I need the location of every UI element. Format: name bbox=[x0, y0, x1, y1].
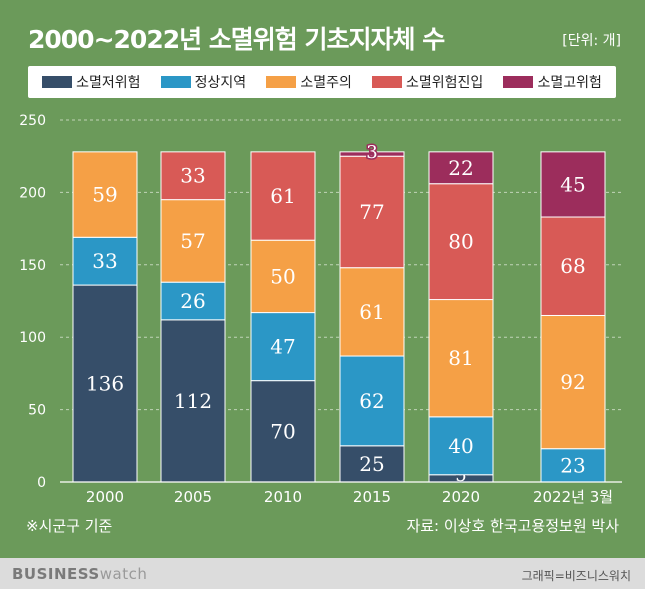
bar-0-1 bbox=[72, 236, 138, 286]
x-tick-label-2: 2010 bbox=[264, 488, 302, 506]
data-label-2-3: 61 bbox=[270, 184, 295, 208]
y-tick-label-5: 250 bbox=[19, 113, 46, 129]
bar-2-2 bbox=[250, 239, 316, 314]
y-tick-label-2: 100 bbox=[19, 330, 46, 346]
x-tick-label-5: 2022년 3월 bbox=[533, 488, 613, 506]
data-label-1-2: 57 bbox=[180, 229, 205, 253]
bar-1-1 bbox=[160, 281, 226, 321]
data-label-4-4: 22 bbox=[448, 156, 473, 180]
unit-label: [단위: 개] bbox=[562, 33, 621, 49]
bar-1-2 bbox=[160, 199, 226, 283]
footnote: ※시군구 기준 bbox=[26, 517, 113, 535]
x-tick-label-3: 2015 bbox=[353, 488, 391, 506]
y-tick-label-0: 0 bbox=[37, 475, 46, 491]
bar-1-0 bbox=[160, 319, 226, 483]
legend-item-1: 정상지역 bbox=[160, 72, 247, 92]
data-label-0-0: 136 bbox=[86, 372, 124, 396]
data-label-4-2: 81 bbox=[448, 346, 473, 370]
data-label-2-1: 47 bbox=[270, 335, 295, 359]
bar-4-4 bbox=[428, 151, 494, 185]
x-tick-label-0: 2000 bbox=[86, 488, 124, 506]
bar-5-1 bbox=[540, 448, 606, 483]
source-label: 자료: 이상호 한국고용정보원 박사 bbox=[406, 517, 619, 535]
chart-title: 2000~2022년 소멸위험 기초지자체 수 bbox=[28, 25, 445, 54]
y-tick-label-3: 150 bbox=[19, 258, 46, 274]
data-label-3-1: 62 bbox=[359, 389, 384, 413]
y-tick-label-4: 200 bbox=[19, 185, 46, 201]
data-label-2-2: 50 bbox=[270, 264, 295, 288]
data-label-3-4: 3 bbox=[366, 142, 377, 163]
legend-item-4: 소멸고위험 bbox=[503, 72, 602, 92]
data-label-3-2: 61 bbox=[359, 300, 384, 324]
brand-part-1: BUSINESS bbox=[12, 565, 100, 583]
bar-3-0 bbox=[339, 445, 405, 483]
data-label-1-0: 112 bbox=[174, 389, 212, 413]
legend-item-0: 소멸저위험 bbox=[42, 72, 140, 92]
x-tick-label-1: 2005 bbox=[174, 488, 212, 506]
legend-swatch-3 bbox=[372, 76, 403, 88]
bar-4-1 bbox=[428, 416, 494, 476]
bar-5-2 bbox=[540, 314, 606, 450]
bar-3-1 bbox=[339, 355, 405, 447]
bar-3-3 bbox=[339, 155, 405, 269]
legend-label-2: 소멸주의 bbox=[300, 75, 352, 91]
data-label-5-3: 68 bbox=[560, 254, 585, 278]
bar-4-3 bbox=[428, 183, 494, 301]
data-label-4-3: 80 bbox=[448, 230, 473, 254]
bar-3-4 bbox=[339, 151, 405, 157]
bar-5-4 bbox=[540, 151, 606, 218]
data-label-1-1: 26 bbox=[180, 289, 205, 313]
data-label-2-0: 70 bbox=[270, 419, 295, 443]
bar-0-2 bbox=[72, 151, 138, 238]
legend: 소멸저위험 정상지역 소멸주의 소멸위험진입 소멸고위험 bbox=[28, 66, 616, 98]
brand-logo: BUSINESSwatch bbox=[12, 565, 147, 583]
legend-label-3: 소멸위험진입 bbox=[406, 75, 484, 91]
brand-bar: BUSINESSwatch 그래픽=비즈니스워치 bbox=[0, 558, 645, 589]
x-tick-label-4: 2020 bbox=[442, 488, 480, 506]
bar-1-3 bbox=[160, 151, 226, 201]
legend-swatch-2 bbox=[266, 76, 297, 88]
legend-label-4: 소멸고위험 bbox=[537, 75, 602, 91]
legend-swatch-1 bbox=[160, 76, 191, 88]
legend-label-0: 소멸저위험 bbox=[76, 75, 141, 91]
data-label-4-1: 40 bbox=[448, 434, 473, 458]
data-label-3-0: 25 bbox=[359, 452, 384, 476]
data-label-0-1: 33 bbox=[92, 249, 117, 273]
data-label-5-2: 92 bbox=[560, 370, 585, 394]
brand-part-2: watch bbox=[99, 565, 148, 583]
bar-3-2 bbox=[339, 267, 405, 357]
bar-2-1 bbox=[250, 312, 316, 382]
bar-5-3 bbox=[540, 216, 606, 316]
data-label-3-3: 77 bbox=[359, 200, 384, 224]
legend-label-1: 정상지역 bbox=[194, 75, 247, 91]
graphic-credit: 그래픽=비즈니스워치 bbox=[521, 569, 631, 583]
legend-swatch-4 bbox=[503, 76, 534, 88]
bar-2-3 bbox=[250, 151, 316, 241]
legend-item-2: 소멸주의 bbox=[266, 72, 352, 92]
y-tick-label-1: 50 bbox=[28, 403, 46, 419]
legend-swatch-0 bbox=[42, 76, 73, 88]
data-label-5-1: 23 bbox=[560, 453, 585, 477]
data-label-0-2: 59 bbox=[92, 183, 117, 207]
data-label-5-4: 45 bbox=[560, 172, 585, 196]
data-label-1-3: 33 bbox=[180, 164, 205, 188]
legend-item-3: 소멸위험진입 bbox=[372, 72, 483, 92]
